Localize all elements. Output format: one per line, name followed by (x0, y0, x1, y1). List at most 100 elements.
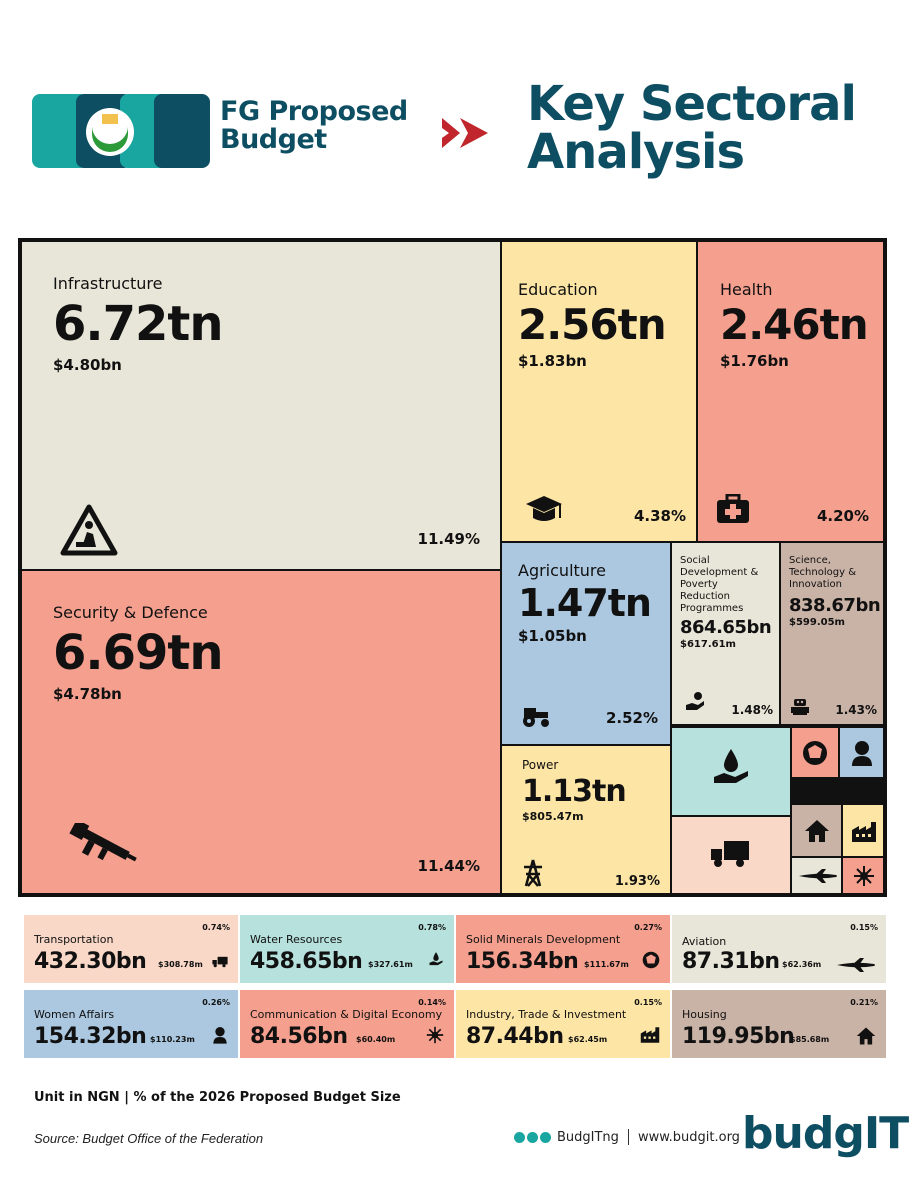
card-transportation: 0.74% Transportation 432.30bn $308.78m (24, 915, 238, 983)
page-title: Key Sectoral Analysis (527, 80, 857, 180)
tile-pct: 1.93% (614, 874, 660, 889)
tile-pct: 4.20% (816, 507, 869, 525)
truck-icon (710, 839, 750, 873)
card-name: Water Resources (250, 933, 343, 946)
card-name: Communication & Digital Economy (250, 1008, 443, 1021)
card-value: 156.34bn (466, 949, 579, 974)
title-line2: Analysis (527, 124, 745, 180)
card-usd: $62.36m (782, 960, 822, 969)
charity-hand-icon (684, 691, 706, 717)
tile-value: 1.47tn (518, 581, 652, 625)
airplane-icon (798, 868, 838, 888)
tile-agriculture: Agriculture 1.47tn $1.05bn 2.52% (500, 541, 672, 746)
tile-social-development: Social Development & Poverty Reduction P… (670, 541, 781, 726)
tile-value: 864.65bn (680, 617, 772, 638)
twitter-icon[interactable] (527, 1131, 538, 1143)
factory-icon (640, 1026, 660, 1048)
mineral-icon (642, 951, 660, 973)
tile-name: Health (720, 280, 773, 299)
card-name: Industry, Trade & Investment (466, 1008, 627, 1021)
tractor-icon (520, 704, 552, 732)
card-aviation: 0.15% Aviation 87.31bn $62.36m (672, 915, 886, 983)
tile-usd: $617.61m (680, 639, 736, 650)
card-name: Transportation (34, 933, 114, 946)
tile-usd: $805.47m (522, 810, 584, 823)
factory-icon (851, 821, 877, 847)
tile-name: Education (518, 280, 598, 299)
tile-value: 2.56tn (518, 300, 667, 349)
tile-solid-minerals-mini (790, 726, 840, 779)
card-usd: $62.45m (568, 1035, 608, 1044)
card-name: Housing (682, 1008, 727, 1021)
first-aid-kit-icon (716, 493, 750, 528)
tile-usd: $4.80bn (53, 356, 122, 374)
tile-usd: $1.83bn (518, 352, 587, 370)
truck-icon (212, 953, 228, 972)
house-icon (804, 819, 830, 847)
tile-industry-mini (841, 803, 885, 858)
tile-pct: 11.44% (417, 857, 480, 875)
water-drop-hand-icon (710, 746, 752, 792)
tile-health: Health 2.46tn $1.76bn 4.20% (696, 240, 885, 543)
house-icon (856, 1026, 876, 1050)
tile-value: 6.69tn (53, 625, 224, 681)
card-usd: $308.78m (158, 960, 203, 969)
social-icons[interactable] (514, 1131, 551, 1143)
card-housing: 0.21% Housing 119.95bn $85.68m (672, 990, 886, 1058)
water-drop-hand-icon (428, 951, 444, 971)
card-industry: 0.15% Industry, Trade & Investment 87.44… (456, 990, 670, 1058)
tile-pct: 1.43% (835, 703, 877, 717)
tile-value: 6.72tn (53, 296, 224, 352)
tile-name: Social Development & Poverty Reduction P… (680, 555, 759, 614)
construction-worker-icon (60, 504, 118, 560)
card-pct: 0.15% (634, 998, 662, 1007)
network-icon (426, 1026, 444, 1048)
sector-treemap: Infrastructure 6.72tn $4.80bn 11.49% Sec… (18, 238, 887, 897)
facebook-icon[interactable] (514, 1131, 525, 1143)
card-name: Solid Minerals Development (466, 933, 621, 946)
tile-women-affairs-mini (838, 726, 885, 779)
card-usd: $85.68m (790, 1035, 830, 1044)
card-usd: $60.40m (356, 1035, 396, 1044)
tile-name: Science, Technology & Innovation (789, 555, 856, 590)
card-pct: 0.74% (202, 923, 230, 932)
tile-value: 838.67bn (789, 595, 881, 616)
tile-usd: $1.76bn (720, 352, 789, 370)
tile-pct: 2.52% (605, 709, 658, 727)
card-value: 87.31bn (682, 949, 780, 974)
source-note: Source: Budget Office of the Federation (34, 1131, 264, 1146)
tile-usd: $599.05m (789, 617, 845, 628)
card-pct: 0.78% (418, 923, 446, 932)
card-solid-minerals: 0.27% Solid Minerals Development 156.34b… (456, 915, 670, 983)
tile-water-resources-mini (670, 726, 792, 817)
rifle-icon (68, 819, 140, 871)
tile-aviation-mini (790, 856, 843, 895)
card-usd: $111.67m (584, 960, 629, 969)
year-logo: 2026 (32, 86, 210, 174)
social-links: BudgITng www.budgit.org (514, 1129, 740, 1145)
double-arrow-icon (440, 116, 492, 154)
tile-communication-mini (841, 856, 885, 895)
website-link[interactable]: www.budgit.org (637, 1129, 740, 1145)
tile-infrastructure: Infrastructure 6.72tn $4.80bn 11.49% (20, 240, 502, 571)
unit-note: Unit in NGN | % of the 2026 Proposed Bud… (34, 1090, 401, 1105)
card-pct: 0.27% (634, 923, 662, 932)
instagram-icon[interactable] (540, 1131, 551, 1143)
tile-name: Infrastructure (53, 274, 163, 293)
budgit-logo: budgIT (742, 1108, 909, 1159)
card-pct: 0.21% (850, 998, 878, 1007)
woman-icon (212, 1026, 228, 1048)
card-women-affairs: 0.26% Women Affairs 154.32bn $110.23m (24, 990, 238, 1058)
card-value: 84.56bn (250, 1024, 348, 1049)
card-pct: 0.26% (202, 998, 230, 1007)
card-value: 119.95bn (682, 1024, 795, 1049)
graduation-cap-icon (524, 492, 564, 530)
card-value: 432.30bn (34, 949, 147, 974)
tile-pct: 4.38% (633, 507, 686, 525)
tile-value: 1.13tn (522, 774, 627, 809)
card-usd: $327.61m (368, 960, 413, 969)
social-handle[interactable]: BudgITng (557, 1129, 619, 1145)
tile-pct: 11.49% (417, 530, 480, 548)
tile-security: Security & Defence 6.69tn $4.78bn 11.44% (20, 569, 502, 895)
tile-name: Power (522, 758, 559, 772)
